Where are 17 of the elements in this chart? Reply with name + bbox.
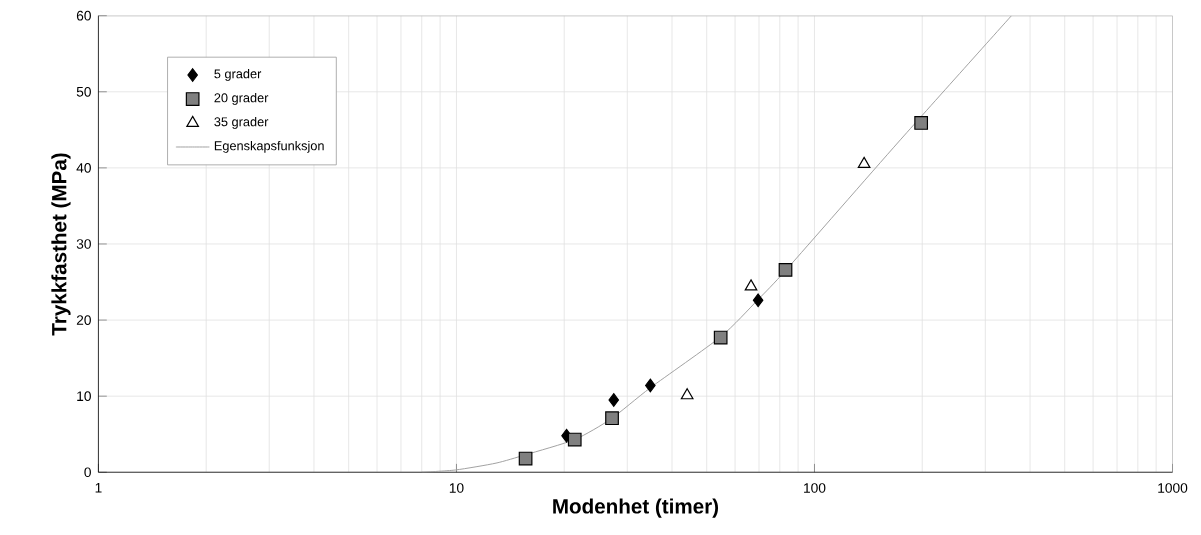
- x-axis-title: Modenhet (timer): [553, 498, 719, 518]
- legend-label: 20 grader: [214, 92, 269, 105]
- x-tick-label: 10: [449, 483, 464, 493]
- x-tick-label: 100: [804, 483, 826, 493]
- legend-label: 5 grader: [214, 68, 262, 81]
- y-tick-label: 60: [76, 10, 91, 21]
- y-axis-title: Trykkfasthet (MPa): [51, 153, 71, 336]
- x-tick-label: 1000: [1158, 483, 1188, 493]
- legend-label: Egenskapsfunksjon: [214, 140, 324, 153]
- y-tick-label: 10: [77, 391, 91, 401]
- legend-label: 35 grader: [214, 116, 269, 129]
- y-tick-label: 40: [76, 163, 91, 173]
- y-tick-label: 20: [76, 315, 91, 325]
- x-tick-label: 1: [95, 483, 102, 493]
- y-tick-label: 30: [76, 239, 91, 249]
- y-tick-label: 0: [84, 467, 91, 478]
- y-tick-label: 50: [76, 86, 91, 97]
